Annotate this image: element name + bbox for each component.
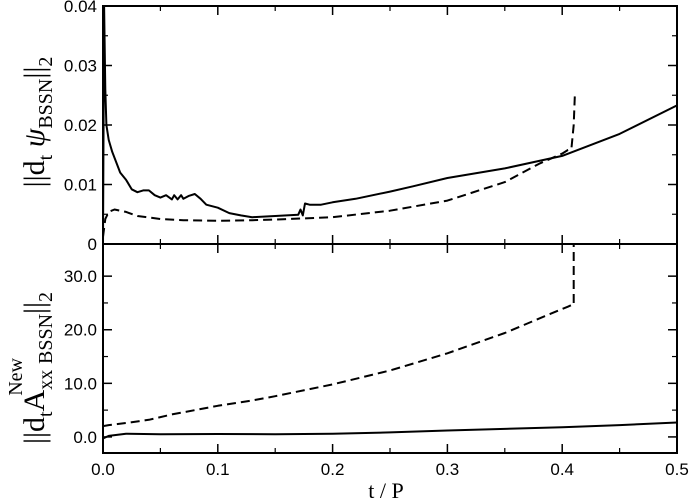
x-tick-label: 0.3	[436, 460, 460, 479]
x-axis-label: t / P	[368, 478, 403, 502]
solid-series-line	[103, 421, 677, 440]
series-group	[103, 6, 677, 244]
series-group	[103, 244, 677, 440]
svg-text:||dtAxxNewBSSN||2: ||dtAxxNewBSSN||2	[5, 292, 57, 444]
solid-series-line	[103, 6, 677, 244]
y-tick-label: 30.0	[64, 267, 97, 286]
y-tick-label: 0.03	[64, 57, 97, 76]
x-tick-label: 0.1	[206, 460, 230, 479]
y-tick-label: 0	[88, 235, 97, 254]
y-tick-label: 0.04	[64, 0, 97, 16]
top-y-axis-label: ||dt ψBSSN||2	[18, 57, 57, 188]
x-tick-label: 0.0	[91, 460, 115, 479]
x-tick-label: 0.2	[321, 460, 345, 479]
svg-text:||dt ψBSSN||2: ||dt ψBSSN||2	[18, 57, 57, 188]
plot-frame	[102, 5, 678, 245]
dashed-series-line	[103, 96, 576, 238]
y-tick-label: 20.0	[64, 321, 97, 340]
dashed-series-line	[103, 244, 575, 428]
y-tick-label: 0.02	[64, 116, 97, 135]
y-tick-label: 0.0	[73, 428, 97, 447]
x-tick-label: 0.5	[665, 460, 689, 479]
y-tick-label: 10.0	[64, 374, 97, 393]
top-panel: 0 0.01 0.02 0.03 0.04	[64, 0, 678, 254]
bottom-panel: 0.0 10.0 20.0 30.0 0.0 0.1 0.2 0.3 0.4 0.5	[64, 243, 689, 479]
y-tick-label: 0.01	[64, 176, 97, 195]
plot-frame	[102, 243, 678, 454]
x-tick-label: 0.4	[550, 460, 574, 479]
bottom-y-axis-label: ||dtAxxNewBSSN||2	[5, 292, 57, 444]
